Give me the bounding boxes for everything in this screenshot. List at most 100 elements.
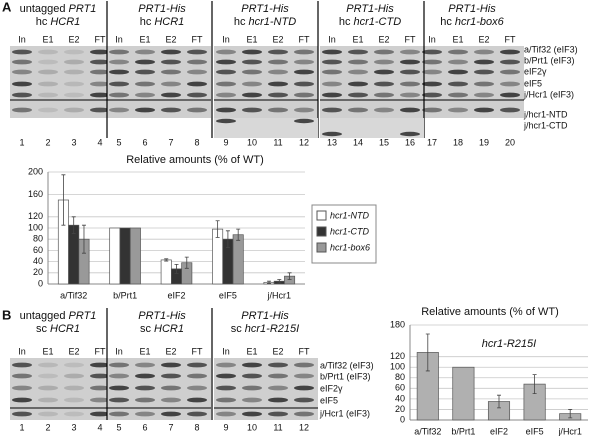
band bbox=[187, 69, 207, 75]
lane-number: 6 bbox=[142, 137, 147, 147]
band bbox=[242, 59, 262, 65]
band bbox=[400, 107, 420, 113]
y-tick-label: 100 bbox=[390, 362, 405, 372]
row-label: b/Prt1 (eIF3) bbox=[320, 371, 371, 381]
band bbox=[268, 59, 288, 65]
band bbox=[90, 92, 110, 98]
band bbox=[109, 49, 129, 55]
lane-label: E2 bbox=[165, 34, 176, 44]
band bbox=[216, 107, 236, 113]
band bbox=[135, 49, 155, 55]
lane-label: E2 bbox=[478, 34, 489, 44]
lane-number: 14 bbox=[353, 137, 363, 147]
error-bar bbox=[215, 220, 220, 238]
lane-number: 12 bbox=[299, 422, 309, 432]
legend-swatch bbox=[316, 242, 327, 253]
band bbox=[161, 49, 181, 55]
band bbox=[294, 362, 314, 368]
band bbox=[474, 81, 494, 87]
lane-label: E1 bbox=[246, 34, 257, 44]
band bbox=[242, 362, 262, 368]
y-tick-label: 0 bbox=[400, 414, 405, 424]
band bbox=[38, 362, 58, 368]
lane-label: In bbox=[18, 346, 26, 356]
lane-label: E1 bbox=[246, 346, 257, 356]
header-word: HCR1 bbox=[50, 16, 80, 28]
lane-number: 12 bbox=[299, 137, 309, 147]
row-label: j/Hcr1 (eIF3) bbox=[319, 408, 370, 418]
band bbox=[400, 131, 420, 137]
band bbox=[64, 362, 84, 368]
band bbox=[400, 81, 420, 87]
band bbox=[109, 92, 129, 98]
band bbox=[90, 397, 110, 403]
y-tick-label: 20 bbox=[33, 267, 43, 277]
header-word: PRT1-His bbox=[448, 3, 496, 15]
band bbox=[348, 81, 368, 87]
lane-group-header: hc HCR1 bbox=[36, 16, 81, 28]
band bbox=[474, 59, 494, 65]
header-word: PRT1-His bbox=[241, 310, 289, 322]
band bbox=[38, 59, 58, 65]
lane-label: E1 bbox=[139, 34, 150, 44]
lane-number: 2 bbox=[45, 137, 50, 147]
band bbox=[242, 373, 262, 379]
error-bar bbox=[236, 228, 241, 241]
band bbox=[216, 59, 236, 65]
band bbox=[322, 49, 342, 55]
error-bar bbox=[277, 279, 282, 284]
y-tick-label: 120 bbox=[28, 211, 43, 221]
band bbox=[268, 69, 288, 75]
legend-label: hcr1-NTD bbox=[330, 210, 370, 220]
band bbox=[90, 385, 110, 391]
band bbox=[474, 107, 494, 113]
lane-label: E2 bbox=[165, 346, 176, 356]
band bbox=[216, 81, 236, 87]
header-word: PRT1-His bbox=[346, 3, 394, 15]
band bbox=[268, 362, 288, 368]
error-bar bbox=[81, 224, 86, 254]
band bbox=[400, 49, 420, 55]
y-tick-label: 20 bbox=[395, 404, 405, 414]
band bbox=[64, 59, 84, 65]
band bbox=[38, 373, 58, 379]
header-word: hc bbox=[36, 16, 48, 28]
band bbox=[135, 59, 155, 65]
band bbox=[448, 81, 468, 87]
panel-label: A bbox=[2, 0, 12, 14]
band bbox=[161, 107, 181, 113]
lane-label: In bbox=[115, 346, 123, 356]
band bbox=[400, 92, 420, 98]
band bbox=[448, 92, 468, 98]
lane-number: 11 bbox=[273, 422, 282, 432]
bar bbox=[232, 234, 244, 285]
band bbox=[474, 49, 494, 55]
band bbox=[268, 92, 288, 98]
legend-label: hcr1-box6 bbox=[330, 242, 370, 252]
lane-group-header: PRT1-His bbox=[241, 3, 289, 15]
lane-group-header: hc hcr1-CTD bbox=[339, 16, 401, 28]
band bbox=[109, 81, 129, 87]
band bbox=[12, 107, 32, 113]
band bbox=[135, 92, 155, 98]
lane-number: 4 bbox=[97, 137, 102, 147]
band bbox=[109, 59, 129, 65]
band bbox=[242, 92, 262, 98]
band bbox=[422, 59, 442, 65]
x-tick-label: b/Prt1 bbox=[451, 426, 475, 436]
band bbox=[474, 92, 494, 98]
lane-number: 10 bbox=[247, 422, 257, 432]
band bbox=[216, 397, 236, 403]
band bbox=[448, 59, 468, 65]
header-word: hc bbox=[339, 16, 351, 28]
band bbox=[161, 373, 181, 379]
band bbox=[161, 69, 181, 75]
lane-label: FT bbox=[192, 346, 203, 356]
row-label: eIF5 bbox=[320, 395, 338, 405]
band bbox=[187, 49, 207, 55]
band bbox=[90, 49, 110, 55]
lane-group-header: untagged PRT1 bbox=[20, 310, 97, 322]
lane-group-header: hc hcr1-box6 bbox=[440, 16, 504, 28]
lane-number: 7 bbox=[168, 137, 173, 147]
row-label: j/Hcr1 (eIF3) bbox=[523, 89, 574, 99]
